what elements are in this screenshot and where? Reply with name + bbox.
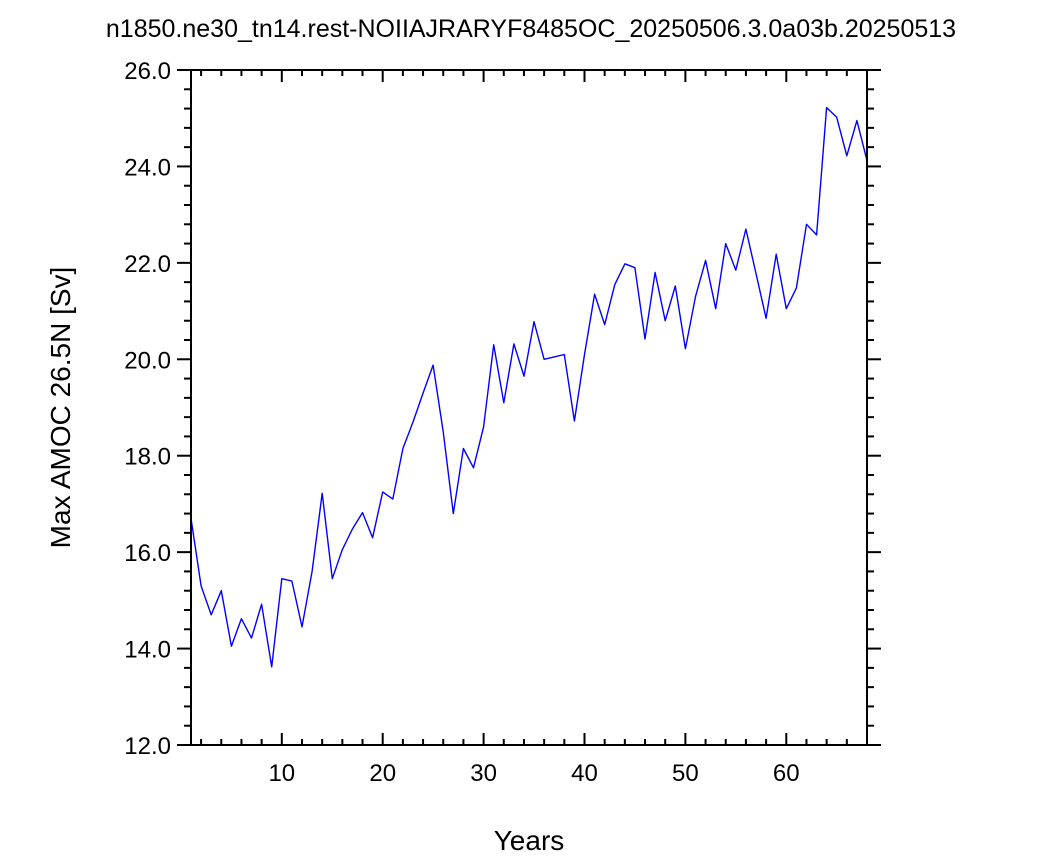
y-tick-label: 24.0 — [124, 154, 171, 181]
x-axis-title: Years — [494, 825, 565, 856]
x-tick-label: 30 — [470, 760, 497, 787]
y-tick-label: 12.0 — [124, 733, 171, 760]
y-tick-label: 26.0 — [124, 58, 171, 85]
x-tick-label: 10 — [268, 760, 295, 787]
chart-title: n1850.ne30_tn14.rest-NOIIAJRARYF8485OC_2… — [106, 15, 956, 43]
y-tick-label: 18.0 — [124, 444, 171, 471]
x-tick-label: 20 — [369, 760, 396, 787]
y-tick-label: 20.0 — [124, 347, 171, 374]
y-tick-label: 14.0 — [124, 637, 171, 664]
series-line — [190, 106, 868, 668]
tick-labels: 10 20 30 40 50 60 12.0 14.0 16.0 18.0 20.0 22.0 24.0… — [124, 58, 799, 787]
y-axis-title: Max AMOC 26.5N [Sv] — [45, 267, 76, 549]
x-tick-label: 50 — [672, 760, 699, 787]
x-tick-label: 60 — [773, 760, 800, 787]
plot-area — [190, 106, 868, 668]
y-tick-label: 22.0 — [124, 251, 171, 278]
axis-ticks — [177, 69, 881, 746]
plot-frame — [190, 69, 868, 746]
x-tick-label: 40 — [571, 760, 598, 787]
y-tick-label: 16.0 — [124, 540, 171, 567]
